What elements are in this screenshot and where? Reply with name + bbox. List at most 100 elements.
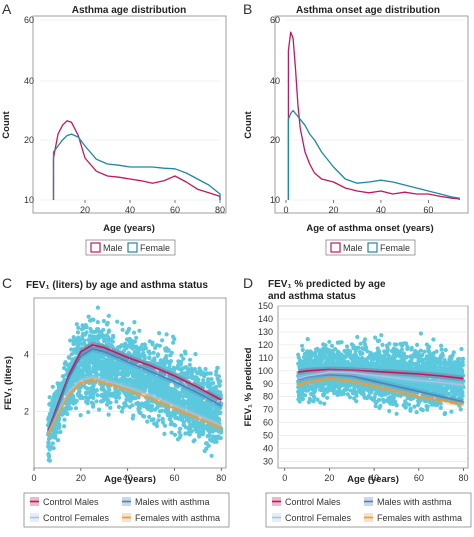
panel-d-ytick-label: 30 bbox=[263, 457, 273, 467]
panel-c-point bbox=[183, 425, 188, 430]
panel-d-point bbox=[439, 343, 444, 348]
panel-d-point bbox=[320, 385, 325, 390]
panel-c-point bbox=[141, 413, 146, 419]
panel-d-point bbox=[431, 385, 436, 390]
panel-c-point bbox=[150, 382, 155, 387]
panel-c-point bbox=[91, 366, 96, 371]
panel-c-point bbox=[75, 330, 81, 335]
panel-d-point bbox=[459, 368, 465, 373]
panel-d-point bbox=[443, 366, 448, 371]
panel-c-xlabel: Age (years) bbox=[104, 474, 156, 485]
panel-d-legend-entry: Control Males bbox=[285, 497, 341, 507]
panel-c-point bbox=[58, 429, 63, 435]
panel-c-point bbox=[75, 336, 80, 341]
panel-c-point bbox=[142, 346, 147, 351]
panel-c-point bbox=[162, 372, 167, 377]
panel-d-point bbox=[397, 354, 402, 359]
panel-b-xtick-label: 20 bbox=[328, 205, 338, 215]
panel-d-point bbox=[460, 359, 465, 365]
panel-d-point bbox=[360, 346, 365, 351]
panel-d-point bbox=[448, 358, 453, 363]
panel-c-point bbox=[102, 339, 107, 344]
panel-d-point bbox=[389, 355, 394, 360]
panel-d-point bbox=[369, 361, 374, 366]
panel-c-point bbox=[171, 365, 176, 370]
panel-c-point bbox=[137, 328, 142, 333]
panel-d-point bbox=[305, 359, 310, 364]
panel-d-xtick-label: 60 bbox=[414, 473, 424, 483]
panel-d-point bbox=[373, 404, 378, 409]
panel-d-point bbox=[449, 409, 454, 414]
panel-d-xtick-label: 20 bbox=[324, 473, 334, 483]
panel-c-point bbox=[209, 404, 214, 409]
panel-c-point bbox=[196, 425, 201, 430]
panel-d-point bbox=[341, 391, 346, 396]
panel-c-xtick-label: 20 bbox=[76, 473, 86, 483]
panel-d-point bbox=[418, 331, 423, 336]
panel-c-point bbox=[87, 333, 92, 338]
panel-b-legend: Male Female bbox=[325, 239, 416, 256]
panel-c-point bbox=[132, 330, 137, 335]
panel-d-point bbox=[458, 407, 463, 412]
panel-c-point bbox=[116, 404, 121, 409]
panel-c-point bbox=[85, 367, 90, 372]
panel-c-point bbox=[214, 384, 219, 390]
panel-d-point bbox=[385, 358, 390, 363]
panel-d-point bbox=[337, 388, 342, 393]
panel-c-point bbox=[114, 399, 119, 404]
panel-c-point bbox=[113, 389, 118, 394]
panel-c-point bbox=[56, 383, 61, 388]
panel-c-point bbox=[191, 439, 196, 444]
panel-c-point bbox=[193, 406, 198, 412]
panel-c-point bbox=[122, 401, 127, 406]
panel-d-legend-entry: Females with asthma bbox=[377, 513, 462, 523]
panel-c-point bbox=[136, 348, 141, 353]
panel-c-point bbox=[189, 423, 194, 428]
panel-b-ylabel: Count bbox=[243, 110, 254, 138]
panel-c-point bbox=[201, 378, 206, 383]
panel-a-series-male bbox=[52, 120, 221, 200]
panel-c-point bbox=[46, 440, 51, 445]
panel-c-point bbox=[201, 409, 206, 414]
panel-d-point bbox=[379, 393, 384, 398]
panel-c-point bbox=[169, 430, 174, 435]
panel-c-xtick-label: 80 bbox=[216, 473, 226, 483]
panel-c-point bbox=[107, 342, 112, 347]
panel-c-point bbox=[50, 384, 55, 389]
panel-d-point bbox=[345, 359, 351, 365]
panel-c-xtick-label: 0 bbox=[31, 473, 36, 483]
panel-c-point bbox=[181, 356, 186, 361]
panel-d-point bbox=[311, 387, 316, 392]
panel-a-ytick-label: 40 bbox=[24, 76, 34, 86]
panel-d-legend-entry: Control Females bbox=[285, 513, 352, 523]
panel-c-point bbox=[169, 350, 174, 355]
panel-d-point bbox=[453, 364, 458, 369]
panel-d-point bbox=[409, 347, 414, 352]
panel-c-point bbox=[153, 345, 158, 350]
panel-c-point bbox=[145, 381, 150, 386]
panel-d-point bbox=[392, 342, 397, 347]
panel-c-point bbox=[188, 405, 194, 410]
panel-c-point bbox=[50, 441, 55, 446]
panel-d-point bbox=[378, 403, 383, 408]
panel-a-ytick-label: 20 bbox=[24, 135, 34, 145]
panel-c-point bbox=[173, 393, 178, 398]
panel-c-point bbox=[100, 366, 105, 371]
panel-d-point bbox=[361, 390, 366, 395]
panel-c-point bbox=[106, 313, 111, 318]
panel-b-ytick-label: 60 bbox=[270, 15, 280, 25]
panel-d-point bbox=[297, 399, 302, 404]
panel-c-point bbox=[71, 341, 76, 346]
panel-d-point bbox=[400, 364, 405, 370]
panel-c-point bbox=[172, 432, 178, 437]
panel-c-point bbox=[56, 390, 61, 396]
panel-c-point bbox=[144, 403, 149, 408]
panel-d-point bbox=[401, 352, 407, 358]
panel-c-point bbox=[120, 321, 125, 326]
panel-c-point bbox=[111, 335, 116, 340]
panel-c-point bbox=[155, 381, 160, 387]
panel-d-point bbox=[329, 383, 334, 388]
panel-d-point bbox=[337, 358, 342, 363]
panel-d-point bbox=[372, 395, 377, 400]
panel-d-point bbox=[443, 347, 448, 353]
